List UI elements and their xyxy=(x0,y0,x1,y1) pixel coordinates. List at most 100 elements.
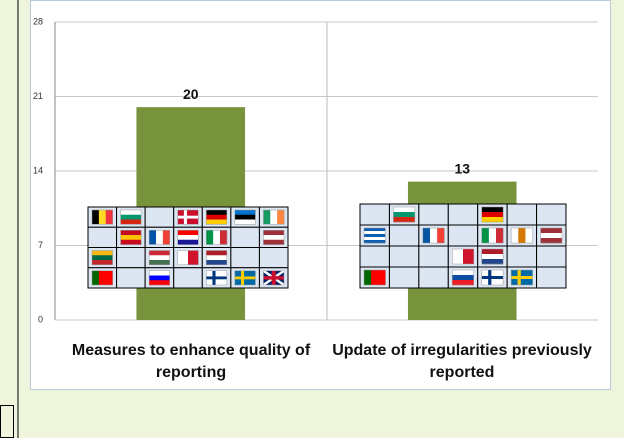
flag-stripe xyxy=(422,228,431,243)
flag-stripe xyxy=(234,214,256,220)
flag-stripe xyxy=(92,255,113,261)
flag-border xyxy=(422,227,445,244)
frame-box xyxy=(0,405,14,438)
flag-border xyxy=(148,230,170,245)
data-label: 13 xyxy=(454,160,470,176)
flag-cross xyxy=(206,276,227,280)
y-tick-label: 21 xyxy=(33,91,43,101)
flag-stripe xyxy=(149,275,170,281)
chart-area xyxy=(30,0,611,390)
flag-stripe xyxy=(149,280,170,286)
flag-border xyxy=(91,250,113,265)
flag-stripe xyxy=(92,250,113,256)
grid-cell xyxy=(418,266,449,289)
flag-stripe xyxy=(149,255,170,261)
flag-stripe xyxy=(481,254,504,260)
flag-stripe xyxy=(430,228,438,243)
flag-stripe xyxy=(393,212,415,218)
flag-stripe xyxy=(120,210,142,216)
flag-stripe xyxy=(206,214,227,220)
grid-cell xyxy=(388,266,420,289)
flag-stripe xyxy=(263,239,284,245)
y-tick-label: 7 xyxy=(38,240,43,250)
flag-stripe xyxy=(263,210,271,225)
flag-stripe xyxy=(206,255,227,261)
grid-cell xyxy=(87,226,118,248)
flag-border xyxy=(148,270,170,286)
flag-border xyxy=(481,206,504,223)
flag-stripe xyxy=(277,210,285,225)
flag-border xyxy=(540,227,563,244)
flag-stripe xyxy=(98,270,107,285)
flag-border xyxy=(177,250,199,265)
flag-border xyxy=(177,230,199,245)
flag-stripe xyxy=(364,231,386,235)
flag-stripe xyxy=(92,210,100,225)
flag-stripe xyxy=(177,250,189,265)
grid-cell xyxy=(116,267,146,289)
flag-stripe xyxy=(105,270,113,285)
flag-stripe xyxy=(263,235,284,241)
flag-stripe xyxy=(149,230,157,245)
flag-stripe xyxy=(162,230,171,245)
flag-stripe xyxy=(92,260,113,266)
flag-stripe xyxy=(481,217,504,223)
flag-stripe xyxy=(177,235,199,241)
grid-cell xyxy=(536,245,567,268)
flag-border xyxy=(263,209,285,225)
flag-stripe xyxy=(120,235,142,241)
flag-border xyxy=(363,269,386,286)
flag-border xyxy=(393,206,416,223)
flag-cross xyxy=(234,276,256,280)
flag-stripe xyxy=(452,249,464,264)
flag-stripe xyxy=(364,228,386,232)
flag-stripe xyxy=(206,219,227,225)
flag-border xyxy=(481,227,504,244)
flag-stripe xyxy=(92,270,100,285)
flag-stripe xyxy=(120,239,142,245)
flag-stripe xyxy=(393,217,415,223)
flag-border xyxy=(510,227,533,244)
flag-stripe xyxy=(263,230,284,236)
flag-border xyxy=(120,209,142,225)
flag-stripe xyxy=(437,228,445,243)
grid-cell xyxy=(230,247,260,269)
flag-stripe xyxy=(364,237,386,241)
flag-border xyxy=(481,269,504,286)
grid-cell xyxy=(359,203,390,226)
grid-cell xyxy=(388,224,420,247)
flag-stripe xyxy=(120,214,142,220)
grid-cell xyxy=(418,245,449,268)
flag-border xyxy=(206,230,228,245)
flag-stripe xyxy=(206,230,214,245)
flag-cross xyxy=(481,276,504,279)
flag-stripe xyxy=(206,250,227,256)
y-tick-label: 28 xyxy=(33,16,43,26)
flag-border xyxy=(452,248,474,265)
grid-cell xyxy=(173,267,203,289)
flag-stripe xyxy=(481,259,504,265)
flag-border xyxy=(206,270,228,286)
flag-stripe xyxy=(378,270,386,285)
grid-cell xyxy=(258,247,289,269)
flag-cross xyxy=(511,276,533,279)
y-tick-label: 14 xyxy=(33,165,43,175)
grid-cell xyxy=(447,224,479,247)
flag-stripe xyxy=(270,210,278,225)
flag-stripe xyxy=(452,270,474,276)
flag-cross xyxy=(263,276,284,280)
flag-stripe xyxy=(120,219,142,225)
grid-cell xyxy=(144,206,175,228)
flag-border xyxy=(510,269,533,286)
flag-stripe xyxy=(452,280,474,286)
flag-stripe xyxy=(481,207,504,213)
flag-stripe xyxy=(220,230,228,245)
grid-cell xyxy=(506,245,538,268)
flag-border xyxy=(177,209,199,225)
flag-stripe xyxy=(364,240,386,244)
flag-stripe xyxy=(149,260,170,266)
flag-border xyxy=(363,227,386,244)
flag-stripe xyxy=(481,249,504,255)
